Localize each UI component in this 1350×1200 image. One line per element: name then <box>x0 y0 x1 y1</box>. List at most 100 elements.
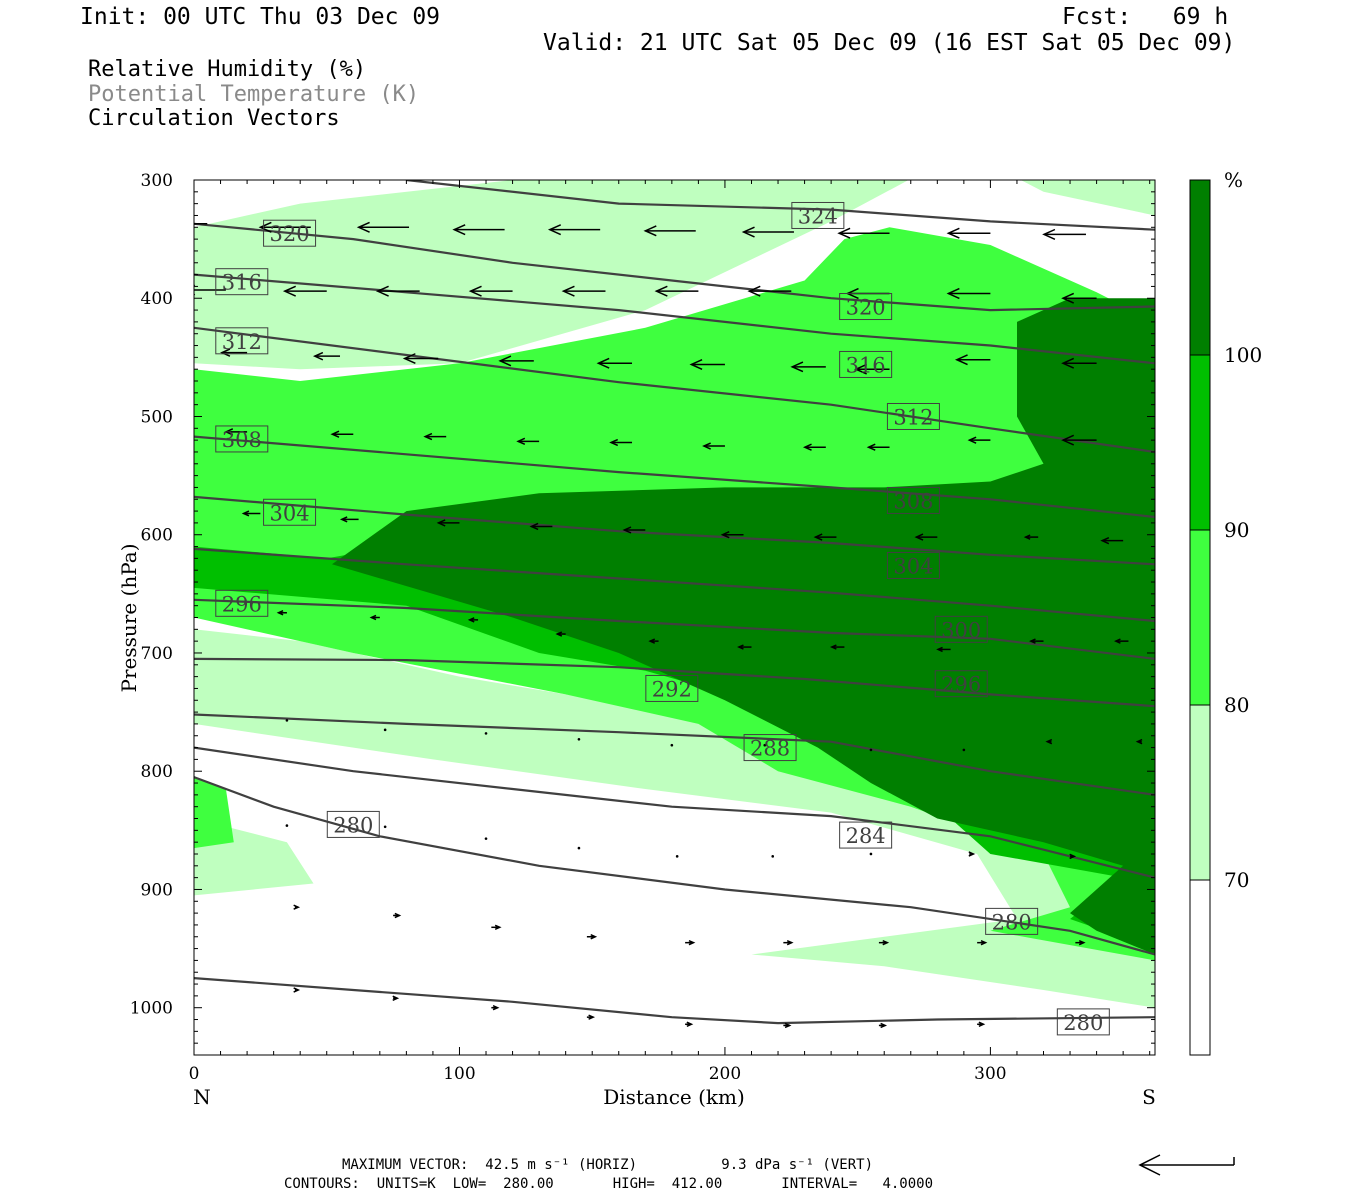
vector-arrow <box>285 719 289 722</box>
colorbar-label-70: 70 <box>1224 868 1249 892</box>
vector-arrow <box>954 354 991 366</box>
contour-label-292: 292 <box>645 674 699 702</box>
vector-arrow <box>293 987 301 993</box>
vector-arrow <box>763 743 767 747</box>
max-vector-note: MAXIMUM VECTOR: 42.5 m s⁻¹ (HORIZ) 9.3 d… <box>342 1157 874 1173</box>
y-tick-label: 600 <box>141 526 173 546</box>
vector-arrow <box>547 224 601 236</box>
x-tick-label: 200 <box>709 1064 741 1084</box>
colorbar-bin-90-100 <box>1190 355 1210 530</box>
isentrope-320-11 <box>194 222 1155 312</box>
vector-arrow <box>241 510 261 517</box>
isentrope-280-0 <box>194 977 1155 1025</box>
contour-label-280: 280 <box>1056 1008 1110 1036</box>
vector-arrow <box>484 837 488 840</box>
contour-label-320: 320 <box>263 219 317 247</box>
svg-text:280: 280 <box>1063 1011 1103 1035</box>
vector-arrow <box>1061 292 1097 304</box>
svg-text:308: 308 <box>893 489 933 513</box>
contour-info-note: CONTOURS: UNITS=K LOW= 280.00 HIGH= 412.… <box>284 1176 934 1192</box>
colorbar-bin-80-90 <box>1190 530 1210 705</box>
vector-arrow <box>802 443 826 451</box>
vector-arrow <box>648 638 659 644</box>
isentrope-304-7 <box>194 495 1155 566</box>
x-tick-label: 0 <box>189 1064 200 1084</box>
svg-text:308: 308 <box>222 428 262 452</box>
rh-shading <box>194 180 1155 1008</box>
y-tick-label: 1000 <box>130 999 173 1019</box>
isentrope-308-8 <box>194 435 1155 519</box>
vector-arrow <box>436 519 460 527</box>
vector-arrow <box>452 224 505 236</box>
vector-arrow <box>783 939 794 946</box>
vector-arrow <box>468 285 513 297</box>
vector-arrow <box>977 939 988 946</box>
vector-arrow <box>689 358 725 370</box>
contour-label-296: 296 <box>934 670 988 698</box>
field-title-vectors: Circulation Vectors <box>88 106 340 131</box>
vector-arrow <box>946 227 991 239</box>
vector-arrow <box>586 1014 596 1020</box>
contour-label-304: 304 <box>886 551 940 579</box>
vector-arrow <box>783 1022 792 1029</box>
vector-arrow <box>622 526 646 534</box>
vector-arrow <box>467 617 479 623</box>
vector-arrow <box>312 351 341 361</box>
x-tick-label: 100 <box>443 1064 475 1084</box>
isentrope-lines <box>194 180 1155 1025</box>
vector-arrow <box>423 432 447 441</box>
isentrope-324-12 <box>406 180 1155 231</box>
vector-arrow <box>339 516 359 523</box>
x-axis-label: Distance (km) <box>603 1085 745 1109</box>
svg-text:304: 304 <box>893 554 933 578</box>
vector-arrow <box>402 353 439 365</box>
contour-label-308: 308 <box>215 425 269 453</box>
isentrope-316-10 <box>194 273 1155 365</box>
vector-arrow <box>293 904 301 910</box>
vector-arrow <box>392 995 400 1001</box>
contour-label-280: 280 <box>326 810 380 838</box>
vector-arrow <box>498 355 534 367</box>
isentrope-312-9 <box>194 326 1155 454</box>
contour-label-316: 316 <box>839 350 893 378</box>
vector-arrow <box>967 436 991 444</box>
vector-arrow <box>383 728 387 732</box>
circulation-vectors <box>194 221 1143 1029</box>
vector-arrow <box>1029 638 1044 644</box>
vector-arrow <box>747 285 792 297</box>
vector-arrow <box>946 287 991 300</box>
svg-text:324: 324 <box>798 204 838 228</box>
vector-arrow <box>741 226 794 238</box>
svg-text:316: 316 <box>222 271 262 295</box>
svg-text:280: 280 <box>333 813 373 837</box>
isentrope-284-2 <box>194 746 1155 879</box>
vector-arrow <box>914 533 938 541</box>
field-title-rh: Relative Humidity (%) <box>88 57 367 82</box>
y-tick-label: 900 <box>141 880 173 900</box>
contour-labels: 324 320 320 316 316 312 312 308 308 304 304 300 296 2… <box>215 201 1110 1036</box>
contour-label-296: 296 <box>215 589 269 617</box>
vector-arrow <box>869 748 873 752</box>
contour-label-324: 324 <box>791 201 845 229</box>
svg-text:320: 320 <box>846 296 886 320</box>
vector-arrow <box>771 855 775 858</box>
vector-arrow <box>224 428 248 436</box>
colorbar-bin-70-80 <box>1190 705 1210 880</box>
isentrope-280-1 <box>194 776 1155 956</box>
svg-text:312: 312 <box>893 405 933 429</box>
colorbar-label-80: 80 <box>1224 693 1249 717</box>
isentrope-296-5 <box>194 598 1155 660</box>
y-tick-label: 300 <box>141 171 173 191</box>
south-label: S <box>1142 1085 1156 1109</box>
reference-vector-icon <box>1138 1154 1235 1176</box>
vector-arrow <box>330 430 354 438</box>
svg-text:284: 284 <box>846 824 886 848</box>
vector-arrow <box>1135 738 1143 745</box>
vector-arrow <box>1075 939 1086 946</box>
contour-label-300: 300 <box>934 615 988 643</box>
svg-text:296: 296 <box>222 592 262 616</box>
rh-region-5 <box>332 298 1155 955</box>
svg-text:300: 300 <box>941 618 981 642</box>
svg-text:292: 292 <box>652 677 692 701</box>
